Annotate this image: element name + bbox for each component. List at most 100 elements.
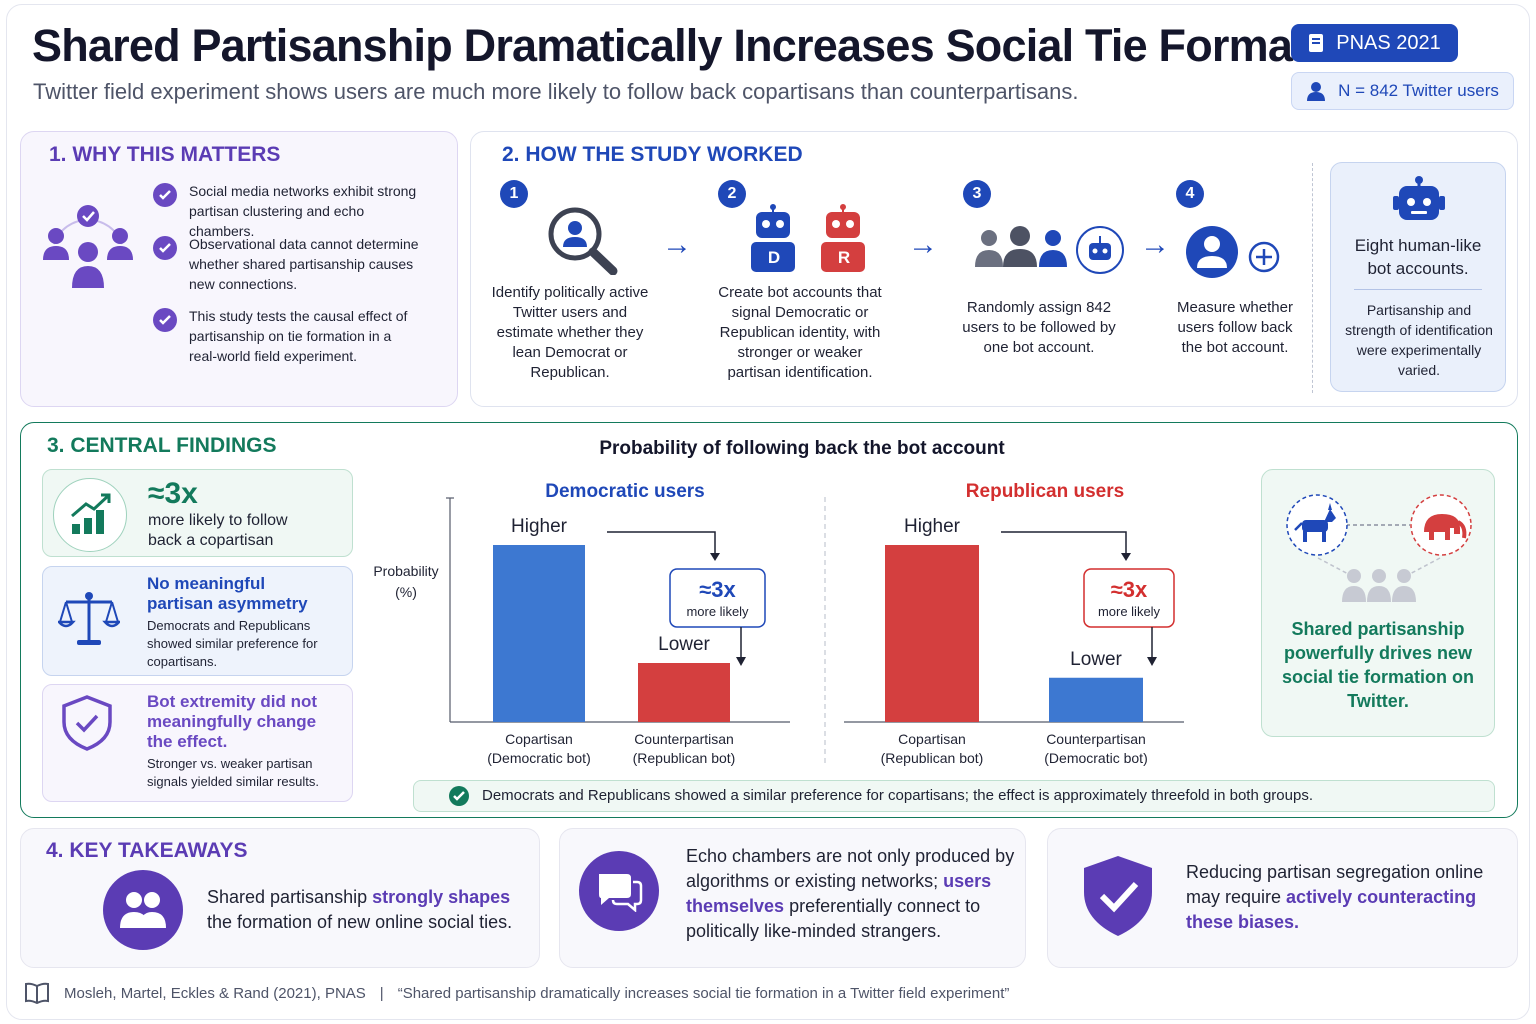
scale-balance-icon [58,592,120,645]
takeaway-text-3: Reducing partisan segregation online may… [1186,860,1496,935]
takeaway-text-1: Shared partisanship strongly shapes the … [207,885,527,935]
shield-check-icon [1084,856,1152,936]
chat-bubbles-icon [579,851,659,931]
asymmetry-text: Democrats and Republicans showed similar… [147,618,318,669]
check-circle-icon [153,183,177,207]
x-tick-label: Counterpartisan [1046,731,1146,747]
connector-line [1001,531,1127,556]
ratio-big-value: ≈3x [148,477,198,510]
open-book-icon [25,982,49,1004]
user-icon [1307,82,1326,101]
divider-dashed [1312,163,1313,393]
step-number-4: 4 [1176,180,1204,208]
connector-arrowhead-down [1147,657,1157,666]
ratio-sub: more likely [1098,604,1161,619]
check-circle-icon [153,308,177,332]
why-item-2: Observational data cannot determine whet… [153,234,423,294]
growth-chart-icon [53,478,127,552]
sample-size-badge: N = 842 Twitter users [1291,72,1514,110]
bar-counterpartisan [1049,677,1143,722]
why-item-text: This study tests the causal effect of pa… [189,308,408,364]
x-tick-label: Copartisan [505,731,573,747]
footer-citation: Mosleh, Martel, Eckles & Rand (2021), PN… [24,982,1009,1004]
bar-label: Lower [1070,649,1122,670]
findings-note-text: Democrats and Republicans showed a simil… [482,787,1313,804]
footer-paper-title: “Shared partisanship dramatically increa… [397,984,1010,1002]
people-icon [103,870,183,950]
why-matters-title: 1. WHY THIS MATTERS [49,143,281,166]
connector-arrowhead [1121,553,1131,561]
magnifier-user-icon [548,207,618,275]
step-text-4: Measure whether users follow back the bo… [1177,299,1293,356]
why-item-1: Social media networks exhibit strong par… [153,181,423,241]
bar-counterpartisan [638,663,730,722]
ratio-label: ≈3x [1111,577,1148,602]
takeaway-2-highlight: users themselves [686,871,992,916]
step-text-3: Randomly assign 842 users to be followed… [962,299,1116,356]
pnas-badge-label: PNAS 2021 [1336,31,1441,54]
takeaway-1-pre: Shared partisanship [207,887,373,907]
takeaway-3-highlight: actively counteracting these biases. [1186,887,1477,932]
ratio-card-text: more likely to follow back a copartisan [148,512,288,549]
document-icon [1309,34,1324,52]
takeaway-2-pre: Echo chambers are not only produced by a… [686,846,1015,891]
arrow-right-icon: → [1140,228,1170,261]
step-text-1: Identify politically active Twitter user… [491,284,649,381]
x-tick-label-sub: (Democratic bot) [487,750,590,766]
follow-back-icon [1186,226,1280,278]
extremity-text: Stronger vs. weaker partisan signals yie… [147,756,319,789]
bar-label: Higher [511,516,568,537]
x-tick-label: Copartisan [898,731,966,747]
step-number-3: 3 [963,180,991,208]
takeaway-2-post: preferentially connect to politically li… [686,896,981,941]
bot-info-text: Partisanship and strength of identificat… [1345,302,1493,378]
partisanship-summary-text: Shared partisanship powerfully drives ne… [1281,619,1475,711]
extremity-title: Bot extremity did not meaningfully chang… [147,692,318,751]
ratio-sub: more likely [686,604,749,619]
arrow-right-icon: → [908,228,938,261]
ratio-box [669,568,766,628]
bot-accounts-icon [751,204,865,272]
connector-arrowhead-down [736,657,746,666]
bar-label: Higher [904,516,961,537]
community-icon [43,205,133,288]
bot-info-divider [1354,289,1482,290]
pnas-badge: PNAS 2021 [1291,24,1458,62]
y-axis-label: Probability [373,563,438,579]
ratio-box [1083,568,1175,628]
x-tick-label-sub: (Republican bot) [881,750,984,766]
bar-copartisan [885,545,979,722]
x-tick-label-sub: (Republican bot) [633,750,736,766]
x-tick-label: Counterpartisan [634,731,734,747]
x-tick-label-sub: (Democratic bot) [1044,750,1147,766]
takeaway-1-post: the formation of new online social ties. [207,912,513,932]
bot-info-title: Eight human-like bot accounts. [1354,236,1482,278]
bar-copartisan [493,545,585,722]
connector-line [607,531,716,556]
why-item-text: Observational data cannot determine whet… [189,236,419,292]
page-frame [6,4,1530,1020]
step-number-1: 1 [500,180,528,208]
takeaway-1-highlight: strongly shapes [372,887,511,907]
connector-arrowhead [710,553,720,561]
users-bot-icon [975,226,1124,274]
arrow-right-icon: → [662,228,692,261]
finding-card-extremity [42,684,353,802]
bar-growth-icon [71,493,111,534]
page-subtitle: Twitter field experiment shows users are… [33,79,1079,104]
robot-icon [1393,176,1445,220]
step-text-2: Create bot accounts that signal Democrat… [718,284,882,381]
check-circle-icon [449,786,469,806]
takeaways-title: 4. KEY TAKEAWAYS [46,839,248,862]
findings-note-bar [413,780,1495,812]
bar-label: Lower [658,634,710,655]
panel-title: Democratic users [545,481,704,502]
finding-card-asymmetry [42,566,353,676]
takeaway-text-2: Echo chambers are not only produced by a… [686,844,1016,944]
why-item-text: Social media networks exhibit strong par… [189,183,417,239]
donkey-icon [1294,503,1336,542]
democrat-bot-letter: D [767,248,781,267]
party-symbols-icon [1286,494,1472,602]
shield-check-icon [62,695,112,751]
